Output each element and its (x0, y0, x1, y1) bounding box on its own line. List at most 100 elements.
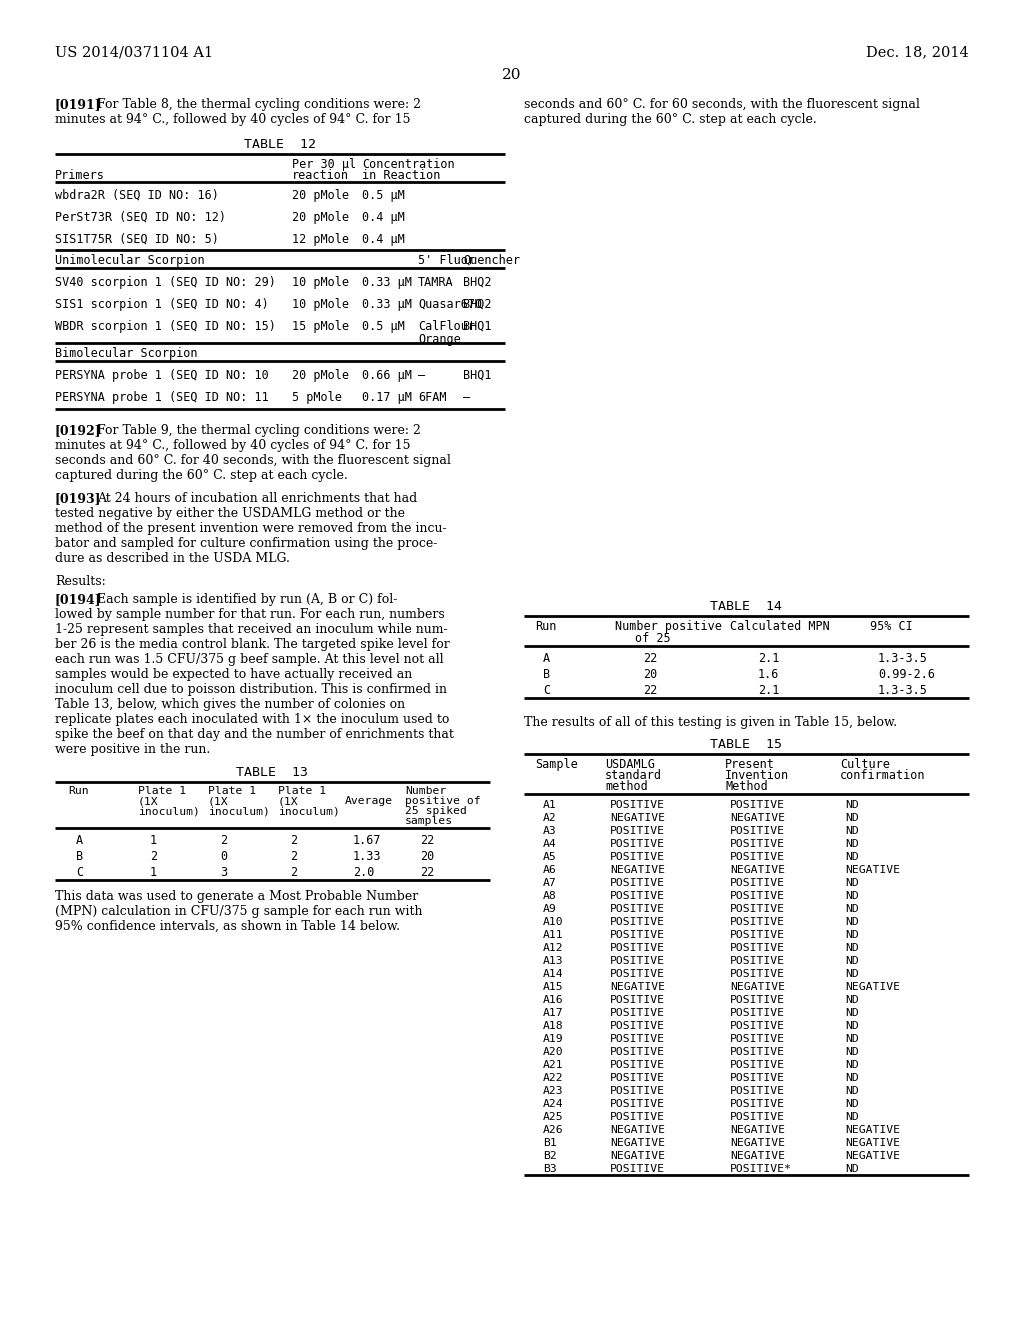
Text: POSITIVE: POSITIVE (610, 1034, 665, 1044)
Text: A26: A26 (543, 1125, 563, 1135)
Text: NEGATIVE: NEGATIVE (845, 982, 900, 993)
Text: confirmation: confirmation (840, 770, 926, 781)
Text: ber 26 is the media control blank. The targeted spike level for: ber 26 is the media control blank. The t… (55, 638, 450, 651)
Text: bator and sampled for culture confirmation using the proce-: bator and sampled for culture confirmati… (55, 537, 437, 550)
Text: Number positive: Number positive (615, 620, 722, 634)
Text: ND: ND (845, 995, 859, 1005)
Text: ND: ND (845, 1100, 859, 1109)
Text: BHQ2: BHQ2 (463, 276, 492, 289)
Text: ND: ND (845, 956, 859, 966)
Text: –: – (418, 370, 425, 381)
Text: POSITIVE: POSITIVE (610, 878, 665, 888)
Text: A19: A19 (543, 1034, 563, 1044)
Text: POSITIVE: POSITIVE (610, 1086, 665, 1096)
Text: NEGATIVE: NEGATIVE (845, 1138, 900, 1148)
Text: PerSt73R (SEQ ID NO: 12): PerSt73R (SEQ ID NO: 12) (55, 211, 226, 224)
Text: seconds and 60° C. for 60 seconds, with the fluorescent signal: seconds and 60° C. for 60 seconds, with … (524, 98, 920, 111)
Text: 12 pMole: 12 pMole (292, 234, 349, 246)
Text: A5: A5 (543, 851, 557, 862)
Text: method of the present invention were removed from the incu-: method of the present invention were rem… (55, 521, 446, 535)
Text: ND: ND (845, 1086, 859, 1096)
Text: 2.1: 2.1 (758, 684, 779, 697)
Text: TABLE  14: TABLE 14 (711, 601, 782, 612)
Text: 0.33 μM: 0.33 μM (362, 276, 412, 289)
Text: captured during the 60° C. step at each cycle.: captured during the 60° C. step at each … (55, 469, 348, 482)
Text: A9: A9 (543, 904, 557, 913)
Text: 0.33 μM: 0.33 μM (362, 298, 412, 312)
Text: 1: 1 (150, 866, 157, 879)
Text: C: C (76, 866, 83, 879)
Text: 20: 20 (420, 850, 434, 863)
Text: TABLE  15: TABLE 15 (711, 738, 782, 751)
Text: Unimolecular Scorpion: Unimolecular Scorpion (55, 253, 205, 267)
Text: POSITIVE: POSITIVE (610, 851, 665, 862)
Text: POSITIVE: POSITIVE (610, 840, 665, 849)
Text: POSITIVE: POSITIVE (730, 1060, 785, 1071)
Text: 95% CI: 95% CI (870, 620, 912, 634)
Text: POSITIVE: POSITIVE (730, 800, 785, 810)
Text: C: C (543, 684, 550, 697)
Text: A11: A11 (543, 931, 563, 940)
Text: A15: A15 (543, 982, 563, 993)
Text: 0.17 μM: 0.17 μM (362, 391, 412, 404)
Text: 0: 0 (220, 850, 227, 863)
Text: POSITIVE: POSITIVE (730, 1020, 785, 1031)
Text: POSITIVE: POSITIVE (730, 1008, 785, 1018)
Text: ND: ND (845, 840, 859, 849)
Text: 0.99-2.6: 0.99-2.6 (878, 668, 935, 681)
Text: POSITIVE: POSITIVE (730, 969, 785, 979)
Text: POSITIVE: POSITIVE (610, 1073, 665, 1082)
Text: POSITIVE: POSITIVE (730, 904, 785, 913)
Text: POSITIVE: POSITIVE (610, 1164, 665, 1173)
Text: WBDR scorpion 1 (SEQ ID NO: 15): WBDR scorpion 1 (SEQ ID NO: 15) (55, 319, 275, 333)
Text: TABLE  13: TABLE 13 (237, 766, 308, 779)
Text: POSITIVE: POSITIVE (610, 995, 665, 1005)
Text: A25: A25 (543, 1111, 563, 1122)
Text: (MPN) calculation in CFU/375 g sample for each run with: (MPN) calculation in CFU/375 g sample fo… (55, 906, 423, 917)
Text: NEGATIVE: NEGATIVE (730, 865, 785, 875)
Text: A13: A13 (543, 956, 563, 966)
Text: POSITIVE: POSITIVE (610, 826, 665, 836)
Text: each run was 1.5 CFU/375 g beef sample. At this level not all: each run was 1.5 CFU/375 g beef sample. … (55, 653, 443, 667)
Text: Culture: Culture (840, 758, 890, 771)
Text: USDAMLG: USDAMLG (605, 758, 655, 771)
Text: BHQ2: BHQ2 (463, 298, 492, 312)
Text: (1X: (1X (278, 796, 299, 807)
Text: US 2014/0371104 A1: US 2014/0371104 A1 (55, 45, 213, 59)
Text: Run: Run (68, 785, 89, 796)
Text: Invention: Invention (725, 770, 790, 781)
Text: Quasar670: Quasar670 (418, 298, 482, 312)
Text: PERSYNA probe 1 (SEQ ID NO: 10: PERSYNA probe 1 (SEQ ID NO: 10 (55, 370, 268, 381)
Text: 1.6: 1.6 (758, 668, 779, 681)
Text: Sample: Sample (535, 758, 578, 771)
Text: NEGATIVE: NEGATIVE (845, 1125, 900, 1135)
Text: Bimolecular Scorpion: Bimolecular Scorpion (55, 347, 198, 360)
Text: BHQ1: BHQ1 (463, 370, 492, 381)
Text: 5 pMole: 5 pMole (292, 391, 342, 404)
Text: NEGATIVE: NEGATIVE (845, 1151, 900, 1162)
Text: 0.4 μM: 0.4 μM (362, 211, 404, 224)
Text: ND: ND (845, 969, 859, 979)
Text: NEGATIVE: NEGATIVE (845, 865, 900, 875)
Text: 2: 2 (290, 834, 297, 847)
Text: ND: ND (845, 1020, 859, 1031)
Text: A22: A22 (543, 1073, 563, 1082)
Text: A16: A16 (543, 995, 563, 1005)
Text: reaction: reaction (292, 169, 349, 182)
Text: seconds and 60° C. for 40 seconds, with the fluorescent signal: seconds and 60° C. for 40 seconds, with … (55, 454, 451, 467)
Text: POSITIVE: POSITIVE (610, 956, 665, 966)
Text: 1.67: 1.67 (353, 834, 382, 847)
Text: dure as described in the USDA MLG.: dure as described in the USDA MLG. (55, 552, 290, 565)
Text: positive of: positive of (406, 796, 480, 807)
Text: 0.66 μM: 0.66 μM (362, 370, 412, 381)
Text: Calculated MPN: Calculated MPN (730, 620, 829, 634)
Text: 6FAM: 6FAM (418, 391, 446, 404)
Text: POSITIVE: POSITIVE (730, 891, 785, 902)
Text: A6: A6 (543, 865, 557, 875)
Text: minutes at 94° C., followed by 40 cycles of 94° C. for 15: minutes at 94° C., followed by 40 cycles… (55, 114, 411, 125)
Text: B: B (76, 850, 83, 863)
Text: POSITIVE: POSITIVE (610, 1060, 665, 1071)
Text: ND: ND (845, 851, 859, 862)
Text: method: method (605, 780, 648, 793)
Text: TAMRA: TAMRA (418, 276, 454, 289)
